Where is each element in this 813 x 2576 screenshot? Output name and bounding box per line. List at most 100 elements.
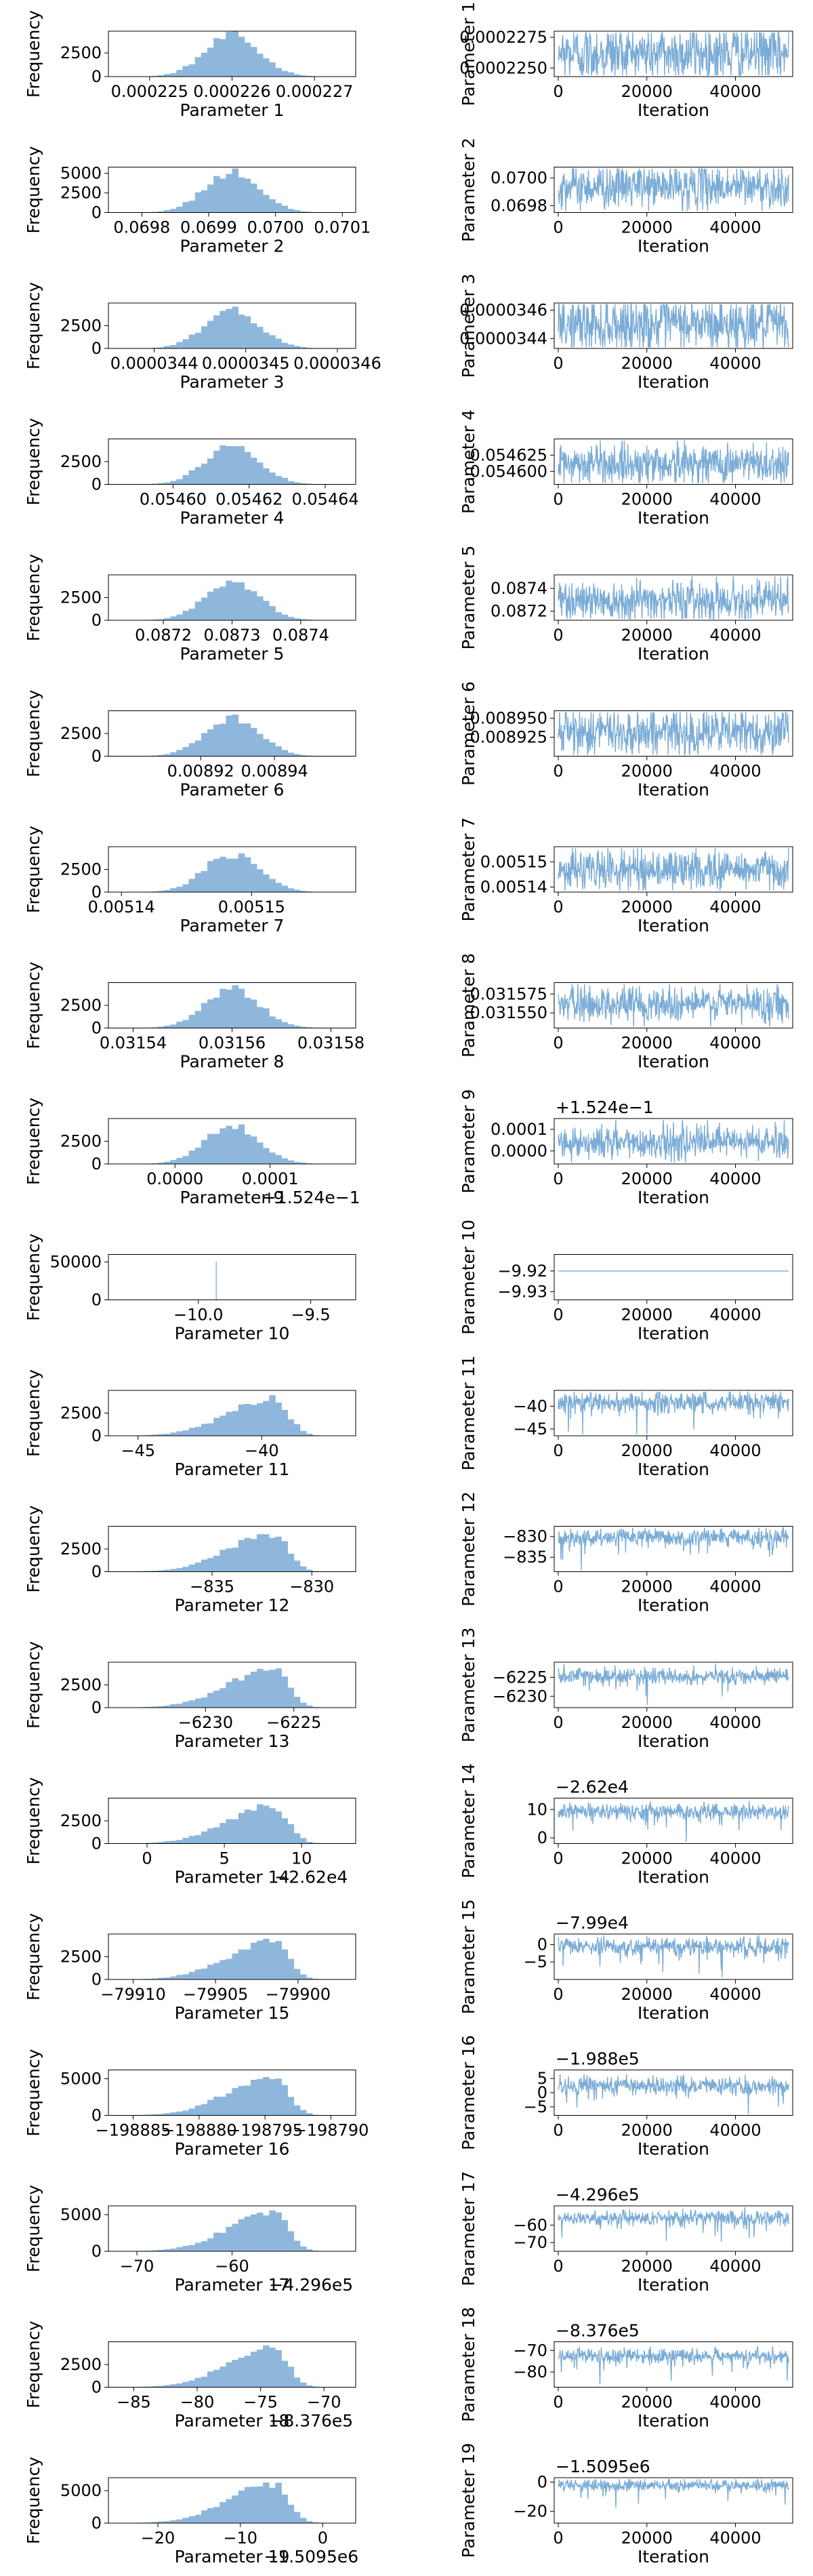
trace-xtick-label-1-0: 0 xyxy=(553,82,563,101)
hist-bar-2-8 xyxy=(158,211,165,213)
hist-bar-13-23 xyxy=(250,1672,257,1708)
hist-ytick-label-12-1: 2500 xyxy=(60,1539,102,1558)
hist-bar-15-20 xyxy=(232,1953,239,1979)
hist-bar-17-15 xyxy=(201,2241,208,2251)
trace-xtick-label-14-1: 20000 xyxy=(621,1849,673,1868)
hist-bar-2-17 xyxy=(213,176,220,213)
hist-bar-6-16 xyxy=(207,729,214,757)
hist-bar-16-22 xyxy=(244,2085,251,2116)
hist-xtick-label-3-1: 0.0000345 xyxy=(202,354,290,373)
hist-bar-14-28 xyxy=(281,1818,289,1844)
trace-ylabel-5: Parameter 5 xyxy=(459,546,478,650)
hist-ylabel-5: Frequency xyxy=(24,554,43,641)
hist-bar-4-20 xyxy=(232,446,239,485)
hist-bar-2-10 xyxy=(170,209,177,213)
hist-xlabel-17: Parameter 17 xyxy=(175,2275,290,2295)
trace-xtick-label-5-0: 0 xyxy=(553,626,563,645)
hist-bar-4-9 xyxy=(164,482,171,485)
hist-bar-19-27 xyxy=(275,2482,282,2523)
hist-bar-17-20 xyxy=(232,2223,239,2251)
hist-bar-12-21 xyxy=(238,1539,245,1572)
hist-bar-16-27 xyxy=(275,2078,282,2116)
hist-xlabel-14: Parameter 14 xyxy=(175,1868,290,1887)
hist-bar-19-12 xyxy=(182,2518,190,2523)
hist-bar-7-8 xyxy=(158,891,165,892)
hist-xlabel-6: Parameter 6 xyxy=(180,780,285,800)
hist-bar-9-11 xyxy=(176,1158,183,1164)
hist-ylabel-18: Frequency xyxy=(24,2320,43,2408)
trace-xtick-label-9-2: 40000 xyxy=(709,1169,761,1188)
hist-bar-18-24 xyxy=(257,2349,264,2388)
hist-ytick-label-8-1: 2500 xyxy=(60,996,102,1015)
hist-bar-12-25 xyxy=(263,1534,270,1572)
hist-ylabel-2: Frequency xyxy=(24,146,43,233)
hist-bar-3-10 xyxy=(170,344,177,348)
trace-xlabel-10: Iteration xyxy=(638,1324,709,1344)
hist-bar-2-13 xyxy=(188,201,196,213)
hist-bar-5-16 xyxy=(207,591,214,620)
trace-xlabel-6: Iteration xyxy=(638,780,709,800)
hist-bar-2-30 xyxy=(293,209,301,213)
hist-bar-14-21 xyxy=(238,1813,245,1844)
hist-ytick-label-2-2: 5000 xyxy=(60,164,102,183)
hist-xlabel-2: Parameter 2 xyxy=(180,237,285,256)
hist-bar-15-25 xyxy=(263,1938,270,1979)
hist-offset-19: −1.5095e6 xyxy=(264,2547,358,2567)
hist-bar-12-19 xyxy=(226,1548,232,1572)
hist-bar-19-26 xyxy=(269,2487,276,2523)
hist-bar-19-20 xyxy=(232,2495,239,2523)
hist-ylabel-15: Frequency xyxy=(24,1913,43,2000)
hist-bar-11-9 xyxy=(164,1434,171,1436)
hist-bar-4-13 xyxy=(188,470,196,485)
trace-frame-1 xyxy=(554,31,793,77)
hist-bar-6-24 xyxy=(257,733,264,757)
hist-bar-18-27 xyxy=(275,2350,282,2388)
trace-frame-8 xyxy=(554,982,793,1028)
hist-bar-16-19 xyxy=(226,2093,232,2116)
hist-xtick-label-16-3: −198790 xyxy=(293,2121,369,2140)
hist-xtick-label-15-1: −79905 xyxy=(183,1985,248,2004)
hist-bar-5-13 xyxy=(188,608,196,620)
trace-frame-2 xyxy=(554,167,793,213)
hist-ytick-label-1-0: 0 xyxy=(91,67,102,86)
trace-xlabel-19: Iteration xyxy=(638,2547,709,2567)
hist-xtick-label-4-0: 0.05460 xyxy=(140,490,207,509)
hist-bar-13-22 xyxy=(244,1674,251,1708)
hist-bar-13-19 xyxy=(226,1682,232,1708)
trace-ylabel-15: Parameter 15 xyxy=(459,1899,478,2015)
hist-xtick-label-3-2: 0.0000346 xyxy=(293,354,381,373)
hist-bar-3-28 xyxy=(281,342,289,348)
hist-bar-4-8 xyxy=(158,483,165,485)
hist-ytick-label-15-0: 0 xyxy=(91,1970,102,1989)
hist-xtick-label-8-0: 0.03154 xyxy=(100,1034,167,1053)
hist-ytick-label-9-0: 0 xyxy=(91,1154,102,1173)
hist-bar-7-31 xyxy=(299,891,307,892)
trace-frame-14 xyxy=(554,1798,793,1844)
hist-bar-9-12 xyxy=(182,1156,190,1164)
hist-bar-18-30 xyxy=(293,2377,301,2388)
trace-ytick-label-15-1: −5 xyxy=(524,1952,547,1971)
trace-ytick-label-7-1: 0.00515 xyxy=(480,852,547,871)
trace-line-2 xyxy=(558,166,789,212)
hist-bar-11-31 xyxy=(299,1430,307,1436)
hist-bar-15-27 xyxy=(275,1941,282,1979)
hist-xtick-label-16-2: −198795 xyxy=(227,2121,303,2140)
trace-xtick-label-10-2: 40000 xyxy=(709,1306,761,1325)
trace-xtick-label-11-0: 0 xyxy=(553,1441,563,1460)
hist-bar-1-12 xyxy=(182,66,190,77)
hist-bar-18-32 xyxy=(306,2385,313,2388)
trace-xtick-label-5-2: 40000 xyxy=(709,626,761,645)
trace-ytick-label-16-2: −5 xyxy=(524,2097,547,2116)
trace-xtick-label-12-2: 40000 xyxy=(709,1577,761,1596)
trace-xtick-label-3-0: 0 xyxy=(553,354,563,373)
hist-bar-7-18 xyxy=(220,856,226,892)
hist-xtick-label-13-1: −6225 xyxy=(266,1713,321,1732)
hist-bar-6-8 xyxy=(158,754,165,757)
trace-xtick-label-4-1: 20000 xyxy=(621,490,673,509)
hist-bar-7-21 xyxy=(238,853,245,892)
trace-offset-9: +1.524e−1 xyxy=(556,1098,654,1117)
